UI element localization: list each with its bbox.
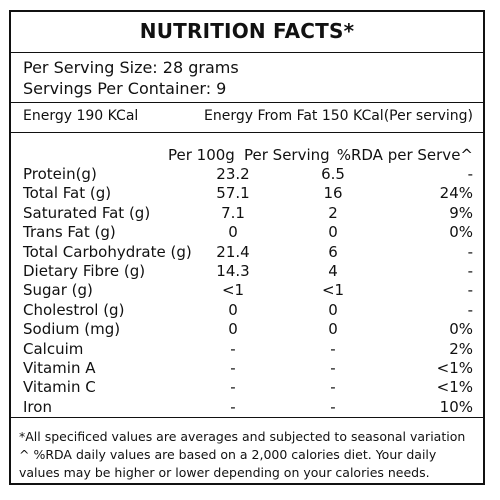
table-row: Trans Fat (g) 0 0 0%: [11, 223, 483, 242]
nutrient-name: Trans Fat (g): [23, 223, 116, 242]
nutrient-name: Saturated Fat (g): [23, 203, 151, 222]
per-100g-value: 7.1: [221, 203, 245, 222]
serving-size: Per Serving Size: 28 grams: [23, 58, 239, 77]
table-row: Total Carbohydrate (g) 21.4 6 -: [11, 243, 483, 262]
per-serving-value: -: [330, 359, 336, 377]
rda-value: -: [467, 281, 473, 300]
per-serving-value: 2: [328, 203, 338, 222]
rda-value: <1%: [436, 359, 473, 377]
rda-value: 9%: [449, 203, 473, 222]
table-row: Cholestrol (g) 0 0 -: [11, 301, 483, 320]
energy-divider: [11, 132, 483, 133]
table-row: Iron - - 10%: [11, 398, 483, 417]
table-row: Total Fat (g) 57.1 16 24%: [11, 184, 483, 203]
rda-value: 10%: [439, 397, 473, 416]
energy-from-fat: Energy From Fat 150 KCal(Per serving): [203, 108, 473, 124]
rda-value: <1%: [436, 378, 473, 397]
footnote-line-3: values may be higher or lower depending …: [19, 465, 430, 480]
header-per-serving: Per Serving: [244, 146, 330, 164]
nutrient-name: Vitamin A: [23, 359, 96, 377]
per-100g-value: 14.3: [216, 262, 250, 280]
footnote-line-2: ^ %RDA daily values are based on a 2,000…: [19, 447, 437, 462]
header-rda: %RDA per Serve^: [336, 146, 473, 164]
per-100g-value: <1: [221, 281, 245, 300]
per-serving-value: 6: [328, 242, 338, 261]
per-100g-value: -: [230, 378, 236, 397]
nutrient-name: Dietary Fibre (g): [23, 262, 146, 280]
per-serving-value: <1: [321, 281, 345, 300]
rda-value: -: [467, 262, 473, 280]
per-100g-value: 21.4: [216, 242, 250, 261]
energy: Energy 190 KCal: [23, 108, 139, 124]
per-serving-value: 4: [328, 262, 338, 280]
rda-value: -: [467, 165, 473, 183]
table-row: Calcuim - - 2%: [11, 340, 483, 359]
per-serving-value: -: [330, 339, 336, 358]
per-serving-value: -: [330, 397, 336, 416]
footnote-line-1: *All specificed values are averages and …: [19, 429, 466, 444]
nutrition-facts-panel: NUTRITION FACTS* Per Serving Size: 28 gr…: [9, 10, 485, 485]
per-100g-value: 0: [228, 300, 238, 319]
per-100g-value: -: [230, 359, 236, 377]
per-100g-value: -: [230, 339, 236, 358]
per-serving-value: 0: [328, 320, 338, 339]
rda-value: 24%: [439, 184, 473, 203]
servings-per-container: Servings Per Container: 9: [23, 79, 227, 98]
per-serving-value: 6.5: [321, 165, 345, 183]
table-row: Sugar (g) <1 <1 -: [11, 281, 483, 300]
panel-title: NUTRITION FACTS*: [139, 19, 355, 43]
table-row: Dietary Fibre (g) 14.3 4 -: [11, 262, 483, 281]
per-serving-value: 0: [328, 223, 338, 242]
table-row: Vitamin C - - <1%: [11, 378, 483, 397]
rda-value: 0%: [449, 223, 473, 242]
table-row: Saturated Fat (g) 7.1 2 9%: [11, 204, 483, 223]
nutrient-name: Vitamin C: [23, 378, 96, 397]
nutrient-name: Sugar (g): [23, 281, 93, 300]
per-100g-value: 0: [228, 320, 238, 339]
per-serving-value: -: [330, 378, 336, 397]
per-100g-value: -: [230, 397, 236, 416]
table-row: Sodium (mg) 0 0 0%: [11, 320, 483, 339]
per-100g-value: 23.2: [216, 165, 250, 183]
title-divider: [11, 52, 483, 53]
nutrient-name: Calcuim: [23, 339, 84, 358]
rda-value: 0%: [449, 320, 473, 339]
footnote-divider: [11, 417, 483, 418]
nutrient-name: Total Fat (g): [23, 184, 112, 203]
rda-value: -: [467, 300, 473, 319]
nutrient-name: Iron: [23, 397, 52, 416]
per-100g-value: 57.1: [216, 184, 250, 203]
table-row: Protein(g) 23.2 6.5 -: [11, 165, 483, 184]
rda-value: -: [467, 242, 473, 261]
header-per-100g: Per 100g: [168, 146, 235, 164]
footnote: *All specificed values are averages and …: [19, 428, 481, 482]
nutrient-name: Total Carbohydrate (g): [23, 242, 192, 261]
nutrient-name: Protein(g): [23, 165, 97, 183]
serving-divider: [11, 102, 483, 103]
table-row: Vitamin A - - <1%: [11, 359, 483, 378]
rda-value: 2%: [449, 339, 473, 358]
nutrient-name: Cholestrol (g): [23, 300, 125, 319]
per-serving-value: 16: [323, 184, 343, 203]
per-serving-value: 0: [328, 300, 338, 319]
per-100g-value: 0: [228, 223, 238, 242]
nutrient-name: Sodium (mg): [23, 320, 121, 339]
